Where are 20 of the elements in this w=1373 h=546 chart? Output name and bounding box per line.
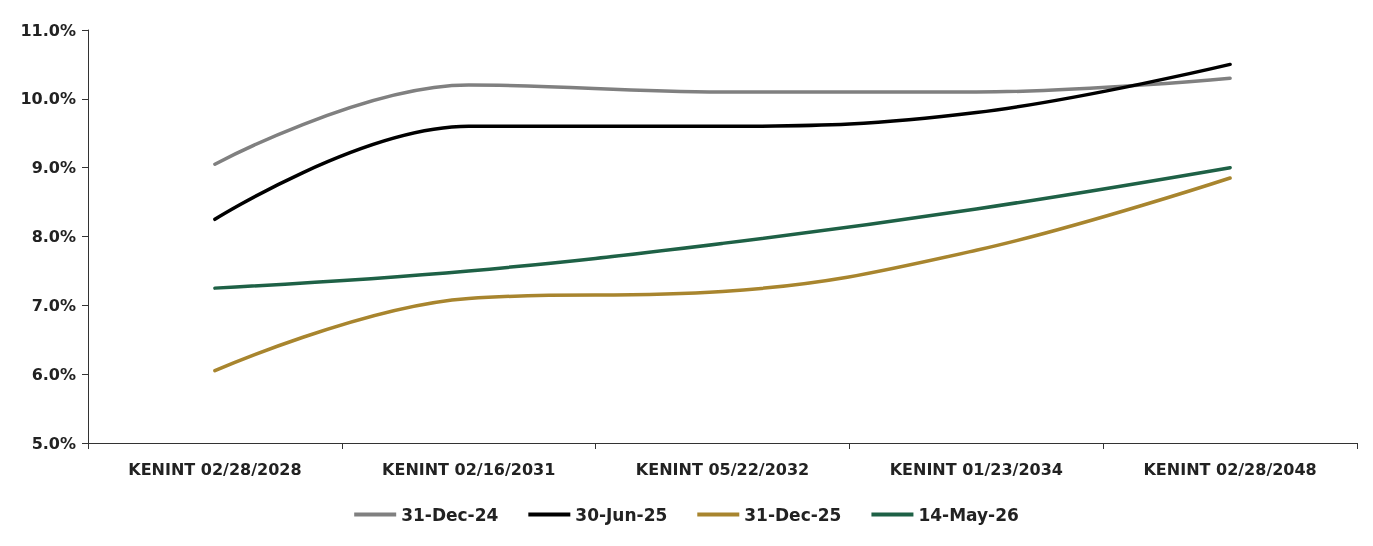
x-tick-label: KENINT 05/22/2032 xyxy=(635,459,810,479)
line-series xyxy=(213,165,1232,290)
x-tick-label: KENINT 02/28/2048 xyxy=(1143,459,1317,479)
x-tick-label: KENINT 02/28/2028 xyxy=(128,459,302,479)
line-series xyxy=(213,76,1232,166)
y-tick-label: 7.0% xyxy=(31,295,76,315)
y-tick-label: 5.0% xyxy=(31,433,76,453)
y-tick-label: 8.0% xyxy=(31,227,76,246)
x-tick-label: KENINT 01/23/2034 xyxy=(889,459,1063,479)
line-series xyxy=(213,62,1232,222)
x-tick-label: KENINT 02/16/2031 xyxy=(382,459,556,479)
y-tick-label: 11.0% xyxy=(20,20,76,40)
y-tick-label: 6.0% xyxy=(31,364,76,384)
legend-label: 14-May-26 xyxy=(918,504,1019,525)
y-tick-label: 10.0% xyxy=(20,89,76,109)
y-tick-label: 9.0% xyxy=(31,158,76,178)
legend-label: 31-Dec-25 xyxy=(744,504,842,525)
legend-label: 31-Dec-24 xyxy=(401,504,499,525)
legend-label: 30-Jun-25 xyxy=(575,504,668,525)
line-series xyxy=(213,176,1232,373)
